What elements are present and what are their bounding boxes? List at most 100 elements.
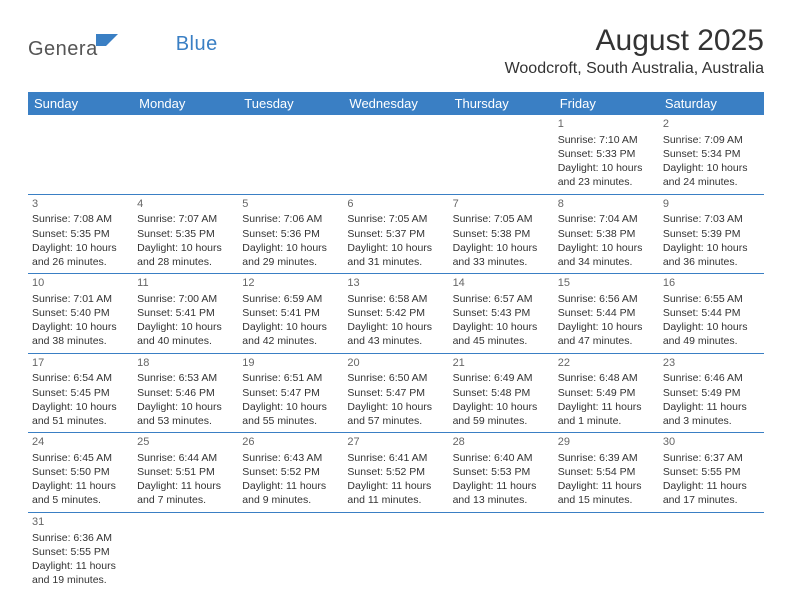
sunset-text: Sunset: 5:53 PM	[453, 465, 550, 479]
sunrise-text: Sunrise: 7:05 AM	[347, 212, 444, 226]
sunrise-text: Sunrise: 6:57 AM	[453, 292, 550, 306]
daylight-text: and 36 minutes.	[663, 255, 760, 269]
sunset-text: Sunset: 5:47 PM	[347, 386, 444, 400]
day-number: 16	[663, 276, 760, 291]
sunrise-text: Sunrise: 7:00 AM	[137, 292, 234, 306]
calendar-empty-cell	[28, 115, 133, 194]
daylight-text: Daylight: 10 hours	[453, 400, 550, 414]
sunrise-text: Sunrise: 7:10 AM	[558, 133, 655, 147]
logo: Genera Blue	[28, 32, 218, 67]
month-title: August 2025	[505, 24, 764, 58]
sunrise-text: Sunrise: 6:59 AM	[242, 292, 339, 306]
calendar-day-cell: 15Sunrise: 6:56 AMSunset: 5:44 PMDayligh…	[554, 274, 659, 354]
weekday-header: Friday	[554, 92, 659, 115]
daylight-text: and 13 minutes.	[453, 493, 550, 507]
calendar-empty-cell	[133, 512, 238, 591]
calendar-empty-cell	[554, 512, 659, 591]
daylight-text: and 43 minutes.	[347, 334, 444, 348]
day-number: 9	[663, 197, 760, 212]
calendar-day-cell: 12Sunrise: 6:59 AMSunset: 5:41 PMDayligh…	[238, 274, 343, 354]
sunrise-text: Sunrise: 7:04 AM	[558, 212, 655, 226]
daylight-text: and 17 minutes.	[663, 493, 760, 507]
daylight-text: and 42 minutes.	[242, 334, 339, 348]
daylight-text: and 1 minute.	[558, 414, 655, 428]
sunset-text: Sunset: 5:55 PM	[32, 545, 129, 559]
calendar-day-cell: 5Sunrise: 7:06 AMSunset: 5:36 PMDaylight…	[238, 194, 343, 274]
day-number: 31	[32, 515, 129, 530]
calendar-week-row: 3Sunrise: 7:08 AMSunset: 5:35 PMDaylight…	[28, 194, 764, 274]
calendar-day-cell: 21Sunrise: 6:49 AMSunset: 5:48 PMDayligh…	[449, 353, 554, 433]
sunrise-text: Sunrise: 6:56 AM	[558, 292, 655, 306]
daylight-text: and 31 minutes.	[347, 255, 444, 269]
day-number: 23	[663, 356, 760, 371]
sunrise-text: Sunrise: 6:45 AM	[32, 451, 129, 465]
day-number: 18	[137, 356, 234, 371]
sunset-text: Sunset: 5:46 PM	[137, 386, 234, 400]
daylight-text: and 5 minutes.	[32, 493, 129, 507]
calendar-day-cell: 27Sunrise: 6:41 AMSunset: 5:52 PMDayligh…	[343, 433, 448, 513]
sunset-text: Sunset: 5:48 PM	[453, 386, 550, 400]
calendar-week-row: 31Sunrise: 6:36 AMSunset: 5:55 PMDayligh…	[28, 512, 764, 591]
sunrise-text: Sunrise: 7:08 AM	[32, 212, 129, 226]
sunset-text: Sunset: 5:54 PM	[558, 465, 655, 479]
sunset-text: Sunset: 5:52 PM	[242, 465, 339, 479]
daylight-text: Daylight: 10 hours	[558, 241, 655, 255]
calendar-week-row: 1Sunrise: 7:10 AMSunset: 5:33 PMDaylight…	[28, 115, 764, 194]
sunset-text: Sunset: 5:35 PM	[137, 227, 234, 241]
daylight-text: Daylight: 10 hours	[663, 320, 760, 334]
day-number: 10	[32, 276, 129, 291]
daylight-text: Daylight: 10 hours	[137, 400, 234, 414]
daylight-text: and 45 minutes.	[453, 334, 550, 348]
sunset-text: Sunset: 5:42 PM	[347, 306, 444, 320]
sunset-text: Sunset: 5:38 PM	[558, 227, 655, 241]
calendar-empty-cell	[343, 512, 448, 591]
calendar-empty-cell	[133, 115, 238, 194]
weekday-header: Saturday	[659, 92, 764, 115]
day-number: 22	[558, 356, 655, 371]
sunrise-text: Sunrise: 6:48 AM	[558, 371, 655, 385]
title-block: August 2025 Woodcroft, South Australia, …	[505, 24, 764, 78]
daylight-text: Daylight: 10 hours	[663, 241, 760, 255]
day-number: 13	[347, 276, 444, 291]
day-number: 30	[663, 435, 760, 450]
logo-text-gray: Genera	[28, 38, 98, 61]
day-number: 14	[453, 276, 550, 291]
daylight-text: and 38 minutes.	[32, 334, 129, 348]
location-text: Woodcroft, South Australia, Australia	[505, 60, 764, 78]
daylight-text: Daylight: 11 hours	[137, 479, 234, 493]
daylight-text: and 28 minutes.	[137, 255, 234, 269]
calendar-week-row: 10Sunrise: 7:01 AMSunset: 5:40 PMDayligh…	[28, 274, 764, 354]
day-number: 4	[137, 197, 234, 212]
weekday-header: Thursday	[449, 92, 554, 115]
sunrise-text: Sunrise: 7:01 AM	[32, 292, 129, 306]
weekday-header: Sunday	[28, 92, 133, 115]
sunrise-text: Sunrise: 6:58 AM	[347, 292, 444, 306]
sunrise-text: Sunrise: 6:43 AM	[242, 451, 339, 465]
sunset-text: Sunset: 5:35 PM	[32, 227, 129, 241]
weekday-header-row: SundayMondayTuesdayWednesdayThursdayFrid…	[28, 92, 764, 115]
daylight-text: and 23 minutes.	[558, 175, 655, 189]
daylight-text: and 26 minutes.	[32, 255, 129, 269]
sunset-text: Sunset: 5:44 PM	[663, 306, 760, 320]
day-number: 6	[347, 197, 444, 212]
day-number: 12	[242, 276, 339, 291]
calendar-day-cell: 19Sunrise: 6:51 AMSunset: 5:47 PMDayligh…	[238, 353, 343, 433]
sunset-text: Sunset: 5:36 PM	[242, 227, 339, 241]
day-number: 21	[453, 356, 550, 371]
day-number: 20	[347, 356, 444, 371]
daylight-text: Daylight: 11 hours	[558, 479, 655, 493]
daylight-text: and 7 minutes.	[137, 493, 234, 507]
daylight-text: and 59 minutes.	[453, 414, 550, 428]
calendar-day-cell: 7Sunrise: 7:05 AMSunset: 5:38 PMDaylight…	[449, 194, 554, 274]
sunrise-text: Sunrise: 6:44 AM	[137, 451, 234, 465]
daylight-text: Daylight: 11 hours	[32, 559, 129, 573]
sunset-text: Sunset: 5:40 PM	[32, 306, 129, 320]
day-number: 27	[347, 435, 444, 450]
sunset-text: Sunset: 5:45 PM	[32, 386, 129, 400]
daylight-text: and 34 minutes.	[558, 255, 655, 269]
daylight-text: Daylight: 10 hours	[347, 241, 444, 255]
calendar-day-cell: 10Sunrise: 7:01 AMSunset: 5:40 PMDayligh…	[28, 274, 133, 354]
daylight-text: Daylight: 10 hours	[32, 320, 129, 334]
daylight-text: Daylight: 10 hours	[663, 161, 760, 175]
sunset-text: Sunset: 5:51 PM	[137, 465, 234, 479]
